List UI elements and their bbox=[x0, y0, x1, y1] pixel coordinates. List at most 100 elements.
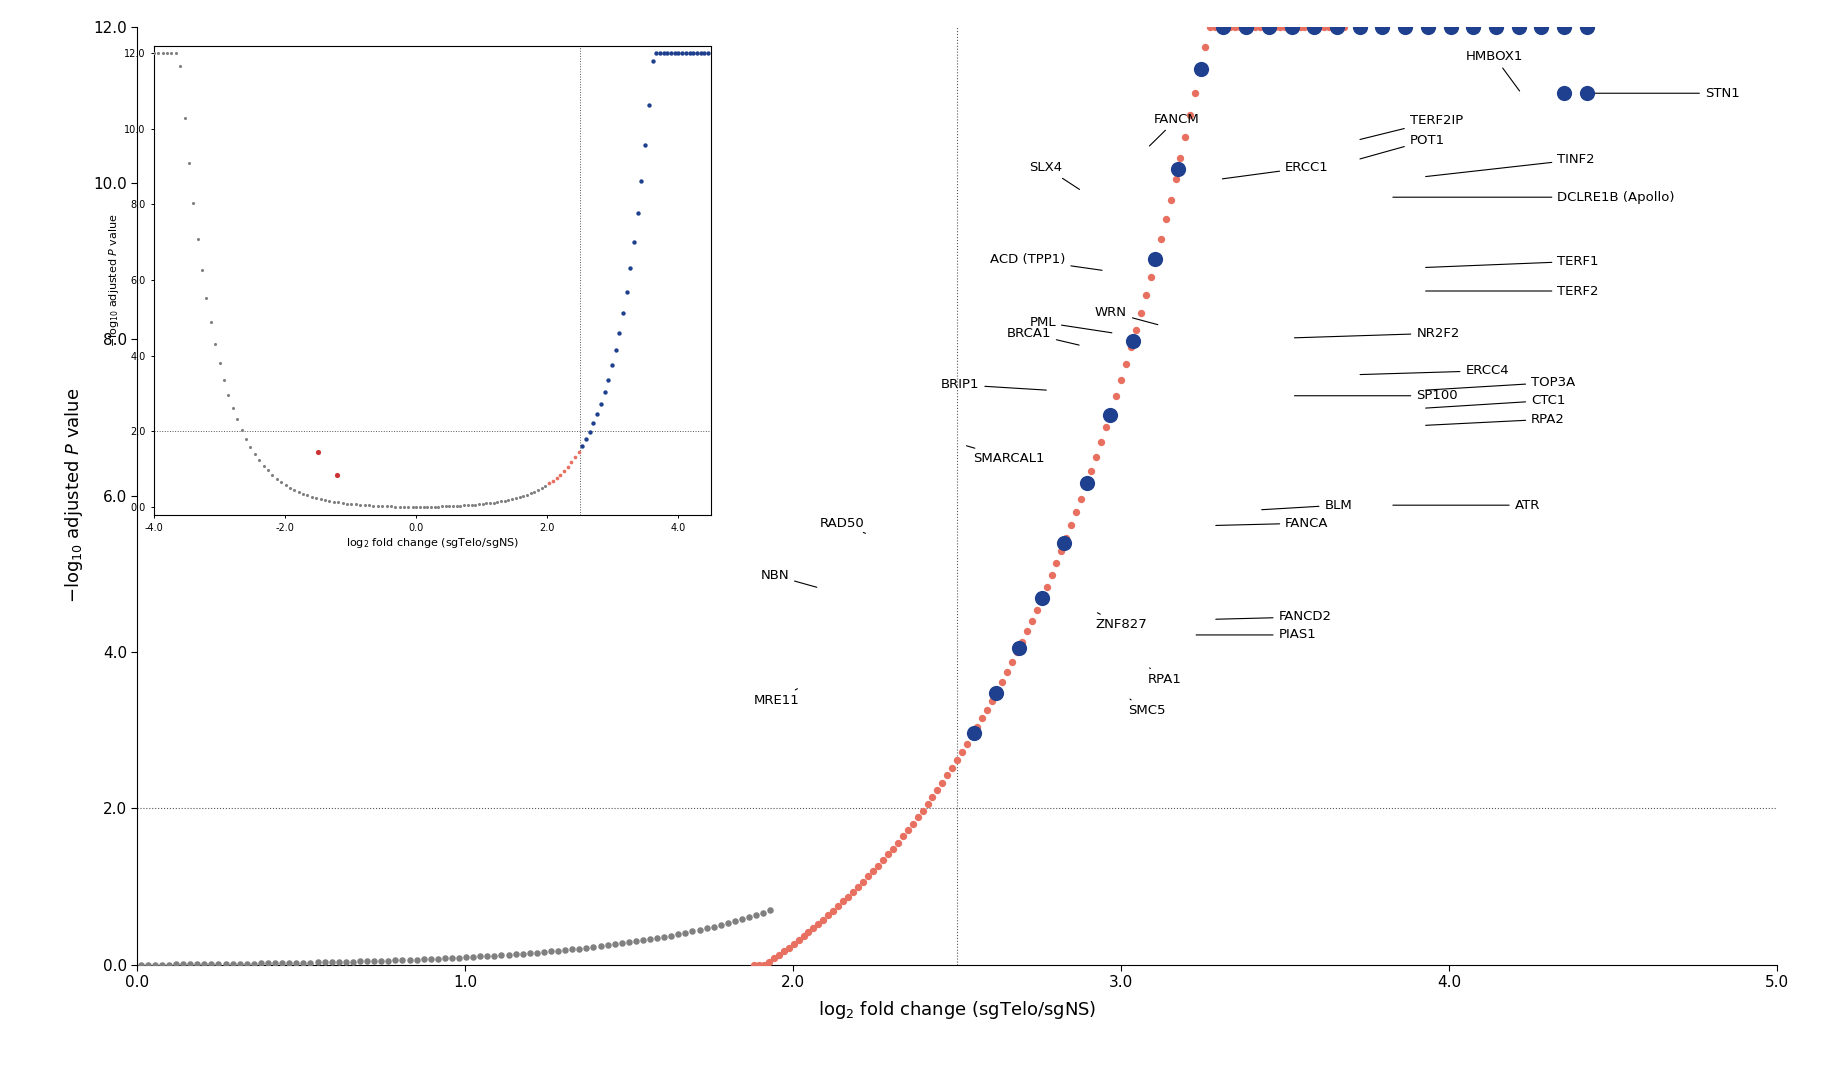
Point bbox=[909, 802, 938, 819]
Point bbox=[863, 857, 892, 874]
Point bbox=[943, 751, 973, 769]
Point bbox=[1156, 191, 1185, 208]
Point bbox=[218, 955, 247, 972]
Text: STN1: STN1 bbox=[1590, 87, 1740, 100]
Point bbox=[1436, 18, 1466, 35]
Point bbox=[997, 654, 1026, 671]
Point bbox=[458, 949, 487, 966]
Point bbox=[1127, 304, 1156, 322]
Point bbox=[923, 781, 953, 799]
Point bbox=[529, 943, 559, 961]
Text: BRCA1: BRCA1 bbox=[1006, 327, 1079, 345]
Point bbox=[1246, 18, 1275, 35]
Point bbox=[1231, 18, 1260, 35]
Text: PIAS1: PIAS1 bbox=[1196, 628, 1317, 641]
Point bbox=[958, 725, 987, 742]
Text: POT1: POT1 bbox=[1359, 134, 1445, 159]
Point bbox=[843, 878, 872, 895]
Point bbox=[962, 718, 991, 735]
Point bbox=[848, 873, 878, 890]
Point bbox=[1310, 18, 1339, 35]
Point bbox=[700, 918, 729, 935]
Point bbox=[1116, 339, 1145, 356]
X-axis label: log$_2$ fold change (sgTelo/sgNS): log$_2$ fold change (sgTelo/sgNS) bbox=[819, 998, 1096, 1021]
Point bbox=[868, 851, 898, 868]
Point bbox=[1028, 590, 1057, 607]
Point bbox=[557, 941, 586, 958]
Point bbox=[267, 954, 297, 971]
Point bbox=[1028, 590, 1057, 607]
Point bbox=[1017, 612, 1046, 629]
Point bbox=[594, 937, 623, 954]
Point bbox=[550, 941, 579, 958]
Point bbox=[324, 953, 354, 970]
Point bbox=[1270, 18, 1299, 35]
Text: DCLRE1B (Apollo): DCLRE1B (Apollo) bbox=[1392, 191, 1674, 204]
Point bbox=[804, 915, 834, 933]
Text: BRIP1: BRIP1 bbox=[942, 378, 1046, 391]
Point bbox=[1526, 18, 1555, 35]
Point bbox=[396, 951, 425, 968]
Point bbox=[967, 710, 997, 727]
Point bbox=[1390, 18, 1420, 35]
Point bbox=[507, 946, 537, 963]
Point bbox=[1050, 535, 1079, 552]
Point bbox=[1022, 601, 1052, 619]
Text: SMARCAL1: SMARCAL1 bbox=[967, 446, 1044, 465]
Text: RPA2: RPA2 bbox=[1425, 413, 1565, 426]
Text: FANCD2: FANCD2 bbox=[1216, 610, 1332, 624]
Point bbox=[1209, 18, 1238, 35]
Point bbox=[544, 942, 573, 959]
Point bbox=[169, 956, 198, 973]
Point bbox=[912, 795, 942, 813]
Point bbox=[953, 735, 982, 753]
Point bbox=[1086, 433, 1116, 450]
Point bbox=[799, 920, 828, 937]
Point bbox=[828, 893, 857, 910]
Point bbox=[245, 955, 275, 972]
Point bbox=[824, 897, 854, 914]
Point bbox=[892, 821, 921, 838]
Point bbox=[614, 934, 643, 951]
Point bbox=[749, 904, 779, 921]
Point bbox=[859, 863, 889, 880]
Point bbox=[339, 953, 368, 970]
Point bbox=[1052, 530, 1081, 547]
Text: PML: PML bbox=[1030, 316, 1112, 332]
Point bbox=[211, 955, 240, 972]
Point bbox=[1185, 62, 1215, 79]
Point bbox=[1330, 18, 1359, 35]
Point bbox=[993, 664, 1022, 681]
Point bbox=[1572, 18, 1601, 35]
Point bbox=[1147, 230, 1176, 248]
Point bbox=[366, 952, 396, 969]
Point bbox=[1315, 18, 1345, 35]
Point bbox=[898, 816, 927, 833]
Point bbox=[1369, 18, 1398, 35]
Point bbox=[1008, 634, 1037, 651]
Point bbox=[586, 938, 616, 955]
Text: ATR: ATR bbox=[1392, 498, 1541, 511]
Point bbox=[1066, 490, 1096, 507]
Point bbox=[1240, 18, 1270, 35]
Point bbox=[758, 950, 788, 967]
Point bbox=[1266, 18, 1295, 35]
Text: NBN: NBN bbox=[760, 569, 817, 587]
Point bbox=[1163, 160, 1193, 177]
Point bbox=[1458, 18, 1488, 35]
Point bbox=[947, 743, 976, 760]
Point bbox=[813, 907, 843, 924]
Point bbox=[1107, 372, 1136, 389]
Point bbox=[1249, 18, 1279, 35]
Point bbox=[1150, 211, 1180, 228]
Point bbox=[1072, 477, 1101, 494]
Point bbox=[381, 952, 410, 969]
Text: TERF2IP: TERF2IP bbox=[1359, 114, 1464, 139]
Point bbox=[1136, 268, 1165, 285]
Point bbox=[755, 953, 784, 970]
Point bbox=[982, 684, 1011, 701]
Point bbox=[1002, 643, 1031, 660]
Point bbox=[1277, 18, 1306, 35]
Point bbox=[790, 927, 819, 944]
Point bbox=[495, 947, 524, 964]
